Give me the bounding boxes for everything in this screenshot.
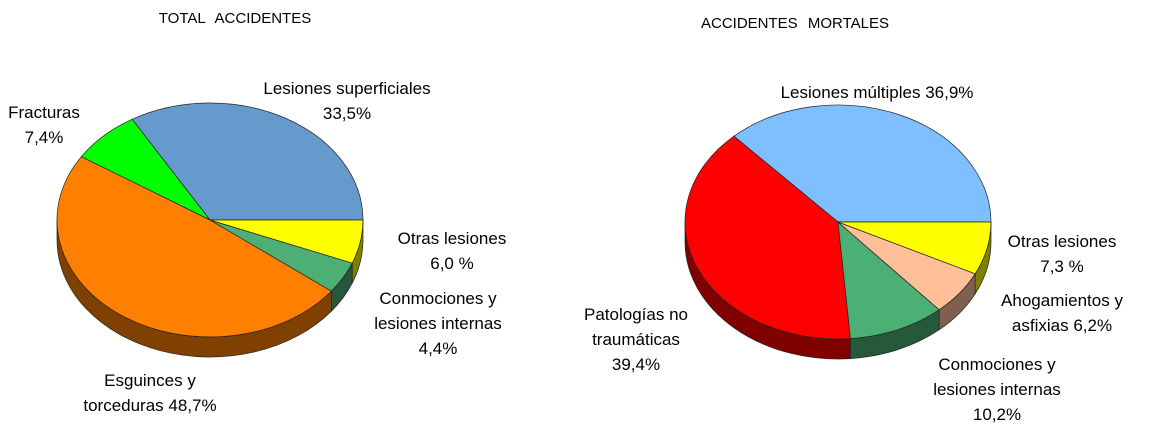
slice-value: 36,9% [925,83,974,102]
slice-value: 6,0 % [430,254,474,273]
slice-name: Lesiones superficiales [263,79,431,98]
pie-slice [733,104,992,223]
pie-slice [56,156,333,338]
slice-name: Conmociones y lesiones internas [374,289,502,333]
slice-label: Otras lesiones 6,0 % [372,226,532,276]
pie-slice [684,135,851,340]
slice-label: Lesiones superficiales 33,5% [217,76,477,126]
slice-name: Otras lesiones [397,229,507,248]
slice-label: Conmociones y lesiones internas 10,2% [907,352,1087,427]
slice-value: 6,2% [1073,316,1113,335]
pie-slice [209,219,364,264]
slice-label: Fracturas 7,4% [0,100,94,150]
chart-title: TOTAL ACCIDENTES [158,10,312,27]
slice-value: 7,3 % [1040,257,1084,276]
slice-name: Fracturas [8,103,80,122]
slice-name: Otras lesiones [1007,232,1117,251]
slice-value: 4,4% [418,339,458,358]
pie-slice [837,221,992,275]
slice-name: Conmociones y lesiones internas [933,355,1061,399]
slice-value: 10,2% [972,405,1022,424]
slice-name: Lesiones múltiples [780,83,921,102]
slice-value: 33,5% [322,104,372,123]
slice-label: Patologías no traumáticas 39,4% [561,302,711,377]
slice-label: Ahogamientos y asfixias 6,2% [982,288,1142,338]
pie-slice [131,102,364,221]
pie-slice [837,221,940,339]
slice-label: Conmociones y lesiones internas 4,4% [348,286,528,361]
slice-value: 48,7% [168,396,217,415]
slice-label: Otras lesiones 7,3 % [982,229,1142,279]
slice-label: Esguinces y torceduras 48,7% [68,368,233,418]
slice-value: 7,4% [24,128,64,147]
slice-name: Esguinces y torceduras [83,371,196,415]
slice-name: Patologías no traumáticas [584,305,688,349]
chart-title: ACCIDENTES MORTALES [701,15,889,32]
slice-label: Lesiones múltiples 36,9% [727,80,1027,105]
slice-name: Ahogamientos y asfixias [1001,291,1123,335]
slice-value: 39,4% [611,355,661,374]
